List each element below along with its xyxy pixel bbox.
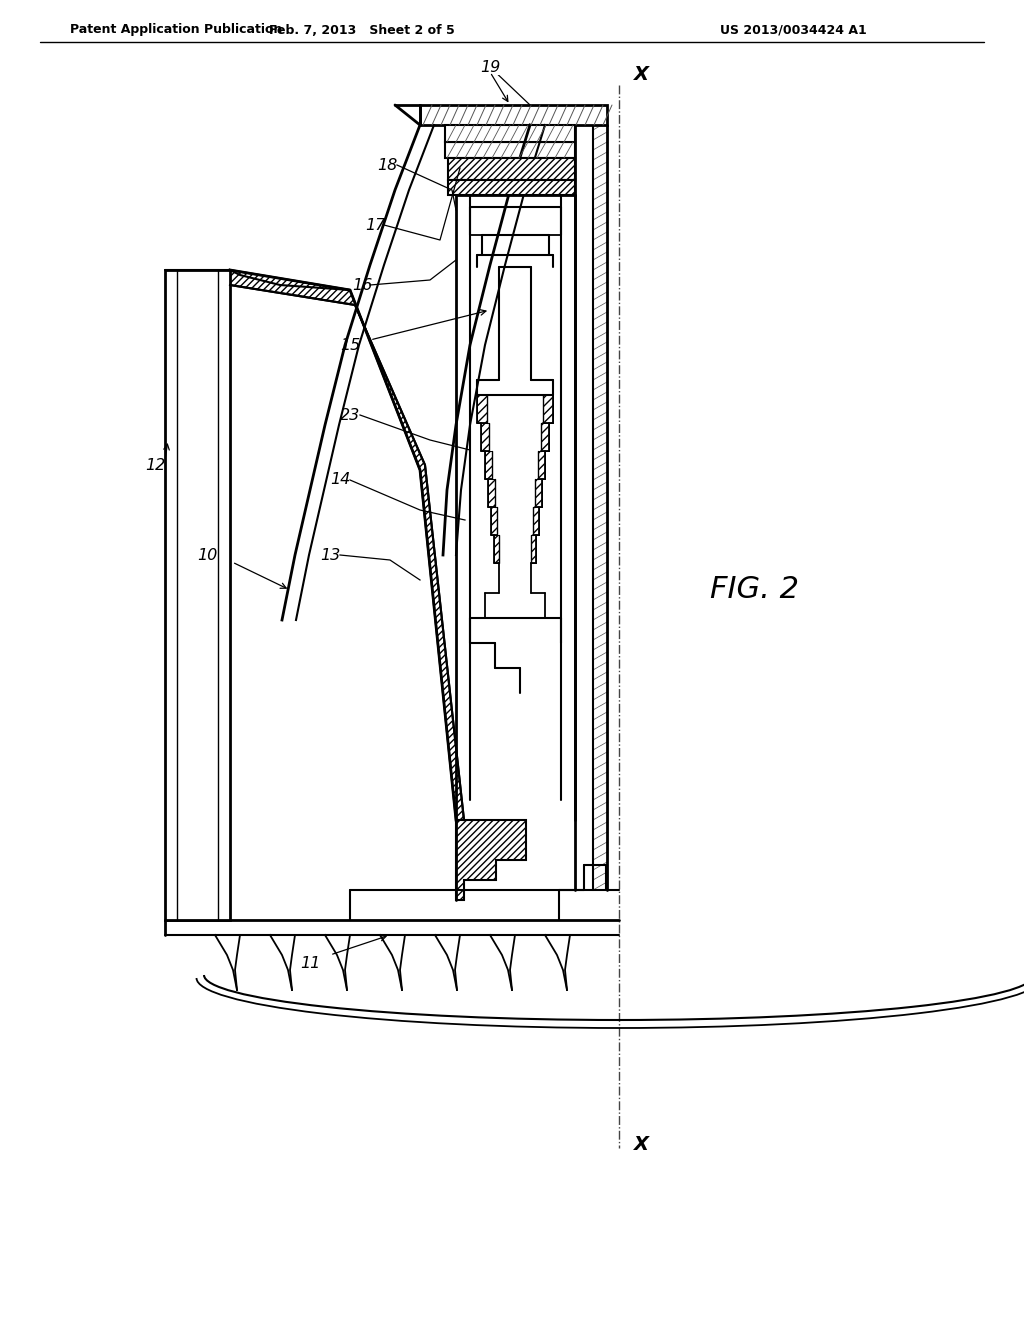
Text: 19: 19 <box>480 59 500 74</box>
Text: 10: 10 <box>197 548 217 562</box>
Polygon shape <box>535 479 542 507</box>
Text: 15: 15 <box>340 338 360 352</box>
Polygon shape <box>456 820 526 900</box>
Text: 18: 18 <box>377 157 397 173</box>
Polygon shape <box>449 158 575 180</box>
Polygon shape <box>445 143 575 158</box>
Polygon shape <box>420 106 607 125</box>
Text: 12: 12 <box>144 458 165 473</box>
Polygon shape <box>488 479 495 507</box>
Text: FIG. 2: FIG. 2 <box>711 576 800 605</box>
Text: 17: 17 <box>365 218 385 232</box>
Text: 13: 13 <box>319 548 340 562</box>
Polygon shape <box>531 535 536 564</box>
Polygon shape <box>538 451 545 479</box>
Text: X: X <box>634 66 648 84</box>
Polygon shape <box>445 125 575 143</box>
Polygon shape <box>477 395 487 422</box>
Text: US 2013/0034424 A1: US 2013/0034424 A1 <box>720 24 866 37</box>
Text: Patent Application Publication: Patent Application Publication <box>70 24 283 37</box>
Polygon shape <box>541 422 549 451</box>
Polygon shape <box>230 271 464 820</box>
Polygon shape <box>490 507 497 535</box>
Text: X: X <box>634 1135 648 1155</box>
Text: 11: 11 <box>300 956 321 970</box>
Text: Feb. 7, 2013   Sheet 2 of 5: Feb. 7, 2013 Sheet 2 of 5 <box>269 24 455 37</box>
Text: 14: 14 <box>330 473 350 487</box>
Polygon shape <box>449 180 575 195</box>
Polygon shape <box>485 451 492 479</box>
Polygon shape <box>481 422 489 451</box>
Polygon shape <box>494 535 499 564</box>
Bar <box>165 271 230 920</box>
Polygon shape <box>543 395 553 422</box>
Text: 23: 23 <box>340 408 360 422</box>
Polygon shape <box>534 507 539 535</box>
Text: 16: 16 <box>352 277 372 293</box>
